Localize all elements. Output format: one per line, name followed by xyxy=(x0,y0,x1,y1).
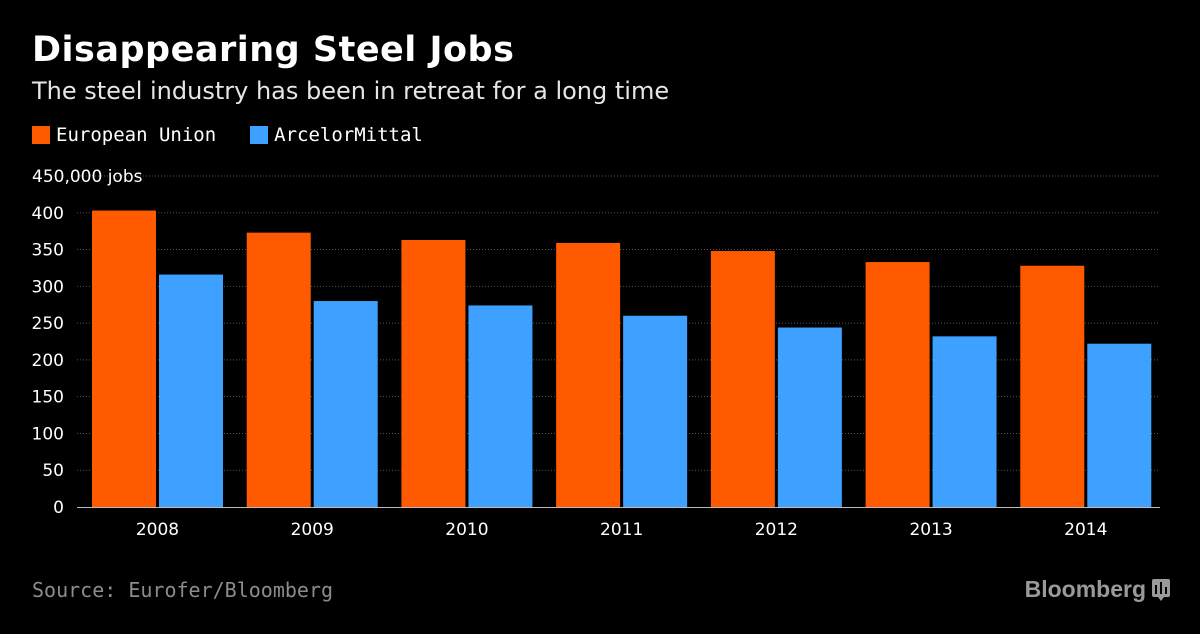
x-tick-label: 2014 xyxy=(1064,520,1107,540)
x-tick-label: 2011 xyxy=(600,520,643,540)
bar-arcelormittal-2013 xyxy=(932,336,997,507)
y-tick-label: 300 xyxy=(32,277,64,297)
brand-name: Bloomberg xyxy=(1024,576,1146,602)
y-tick-label: 50 xyxy=(42,461,64,481)
y-tick-label: 400 xyxy=(32,204,64,224)
brand-logo: Bloomberg xyxy=(1025,576,1170,603)
bar-european-union-2014 xyxy=(1020,265,1085,507)
bar-arcelormittal-2011 xyxy=(623,315,688,507)
bar-european-union-2008 xyxy=(92,210,156,507)
bar-arcelormittal-2014 xyxy=(1087,343,1152,507)
bar-european-union-2012 xyxy=(710,251,775,507)
y-tick-label: 0 xyxy=(53,498,64,518)
source-note: Source: Eurofer/Bloomberg xyxy=(32,578,334,602)
legend-label-arcelormittal: ArcelorMittal xyxy=(274,124,423,146)
bar-european-union-2009 xyxy=(246,232,311,508)
y-axis-top-label: 450,000 jobs xyxy=(32,167,143,187)
y-tick-label: 150 xyxy=(32,388,64,408)
legend-swatch-arcelormittal xyxy=(250,126,269,144)
legend-item-european-union: European Union xyxy=(32,124,216,146)
bar-arcelormittal-2008 xyxy=(159,274,223,507)
chart-title: Disappearing Steel Jobs xyxy=(32,30,515,70)
x-tick-label: 2008 xyxy=(136,520,179,540)
legend-swatch-european-union xyxy=(32,126,50,144)
legend: European Union ArcelorMittal xyxy=(32,124,457,146)
x-tick-label: 2013 xyxy=(909,520,952,540)
bar-arcelormittal-2012 xyxy=(777,327,842,507)
chart-subtitle: The steel industry has been in retreat f… xyxy=(32,77,670,105)
y-tick-label: 200 xyxy=(32,351,64,371)
y-tick-label: 100 xyxy=(32,424,64,444)
x-tick-label: 2009 xyxy=(291,520,334,540)
bar-european-union-2010 xyxy=(401,239,466,507)
bar-arcelormittal-2009 xyxy=(313,301,378,507)
y-tick-label: 350 xyxy=(32,241,64,261)
bar-european-union-2013 xyxy=(865,262,930,507)
x-tick-label: 2010 xyxy=(445,520,488,540)
bloomberg-terminal-icon xyxy=(1152,578,1170,601)
bar-arcelormittal-2010 xyxy=(468,305,533,507)
legend-label-european-union: European Union xyxy=(56,124,217,146)
bar-european-union-2011 xyxy=(556,242,621,508)
x-tick-label: 2012 xyxy=(755,520,798,540)
legend-item-arcelormittal: ArcelorMittal xyxy=(250,124,423,146)
y-tick-label: 250 xyxy=(32,314,64,334)
